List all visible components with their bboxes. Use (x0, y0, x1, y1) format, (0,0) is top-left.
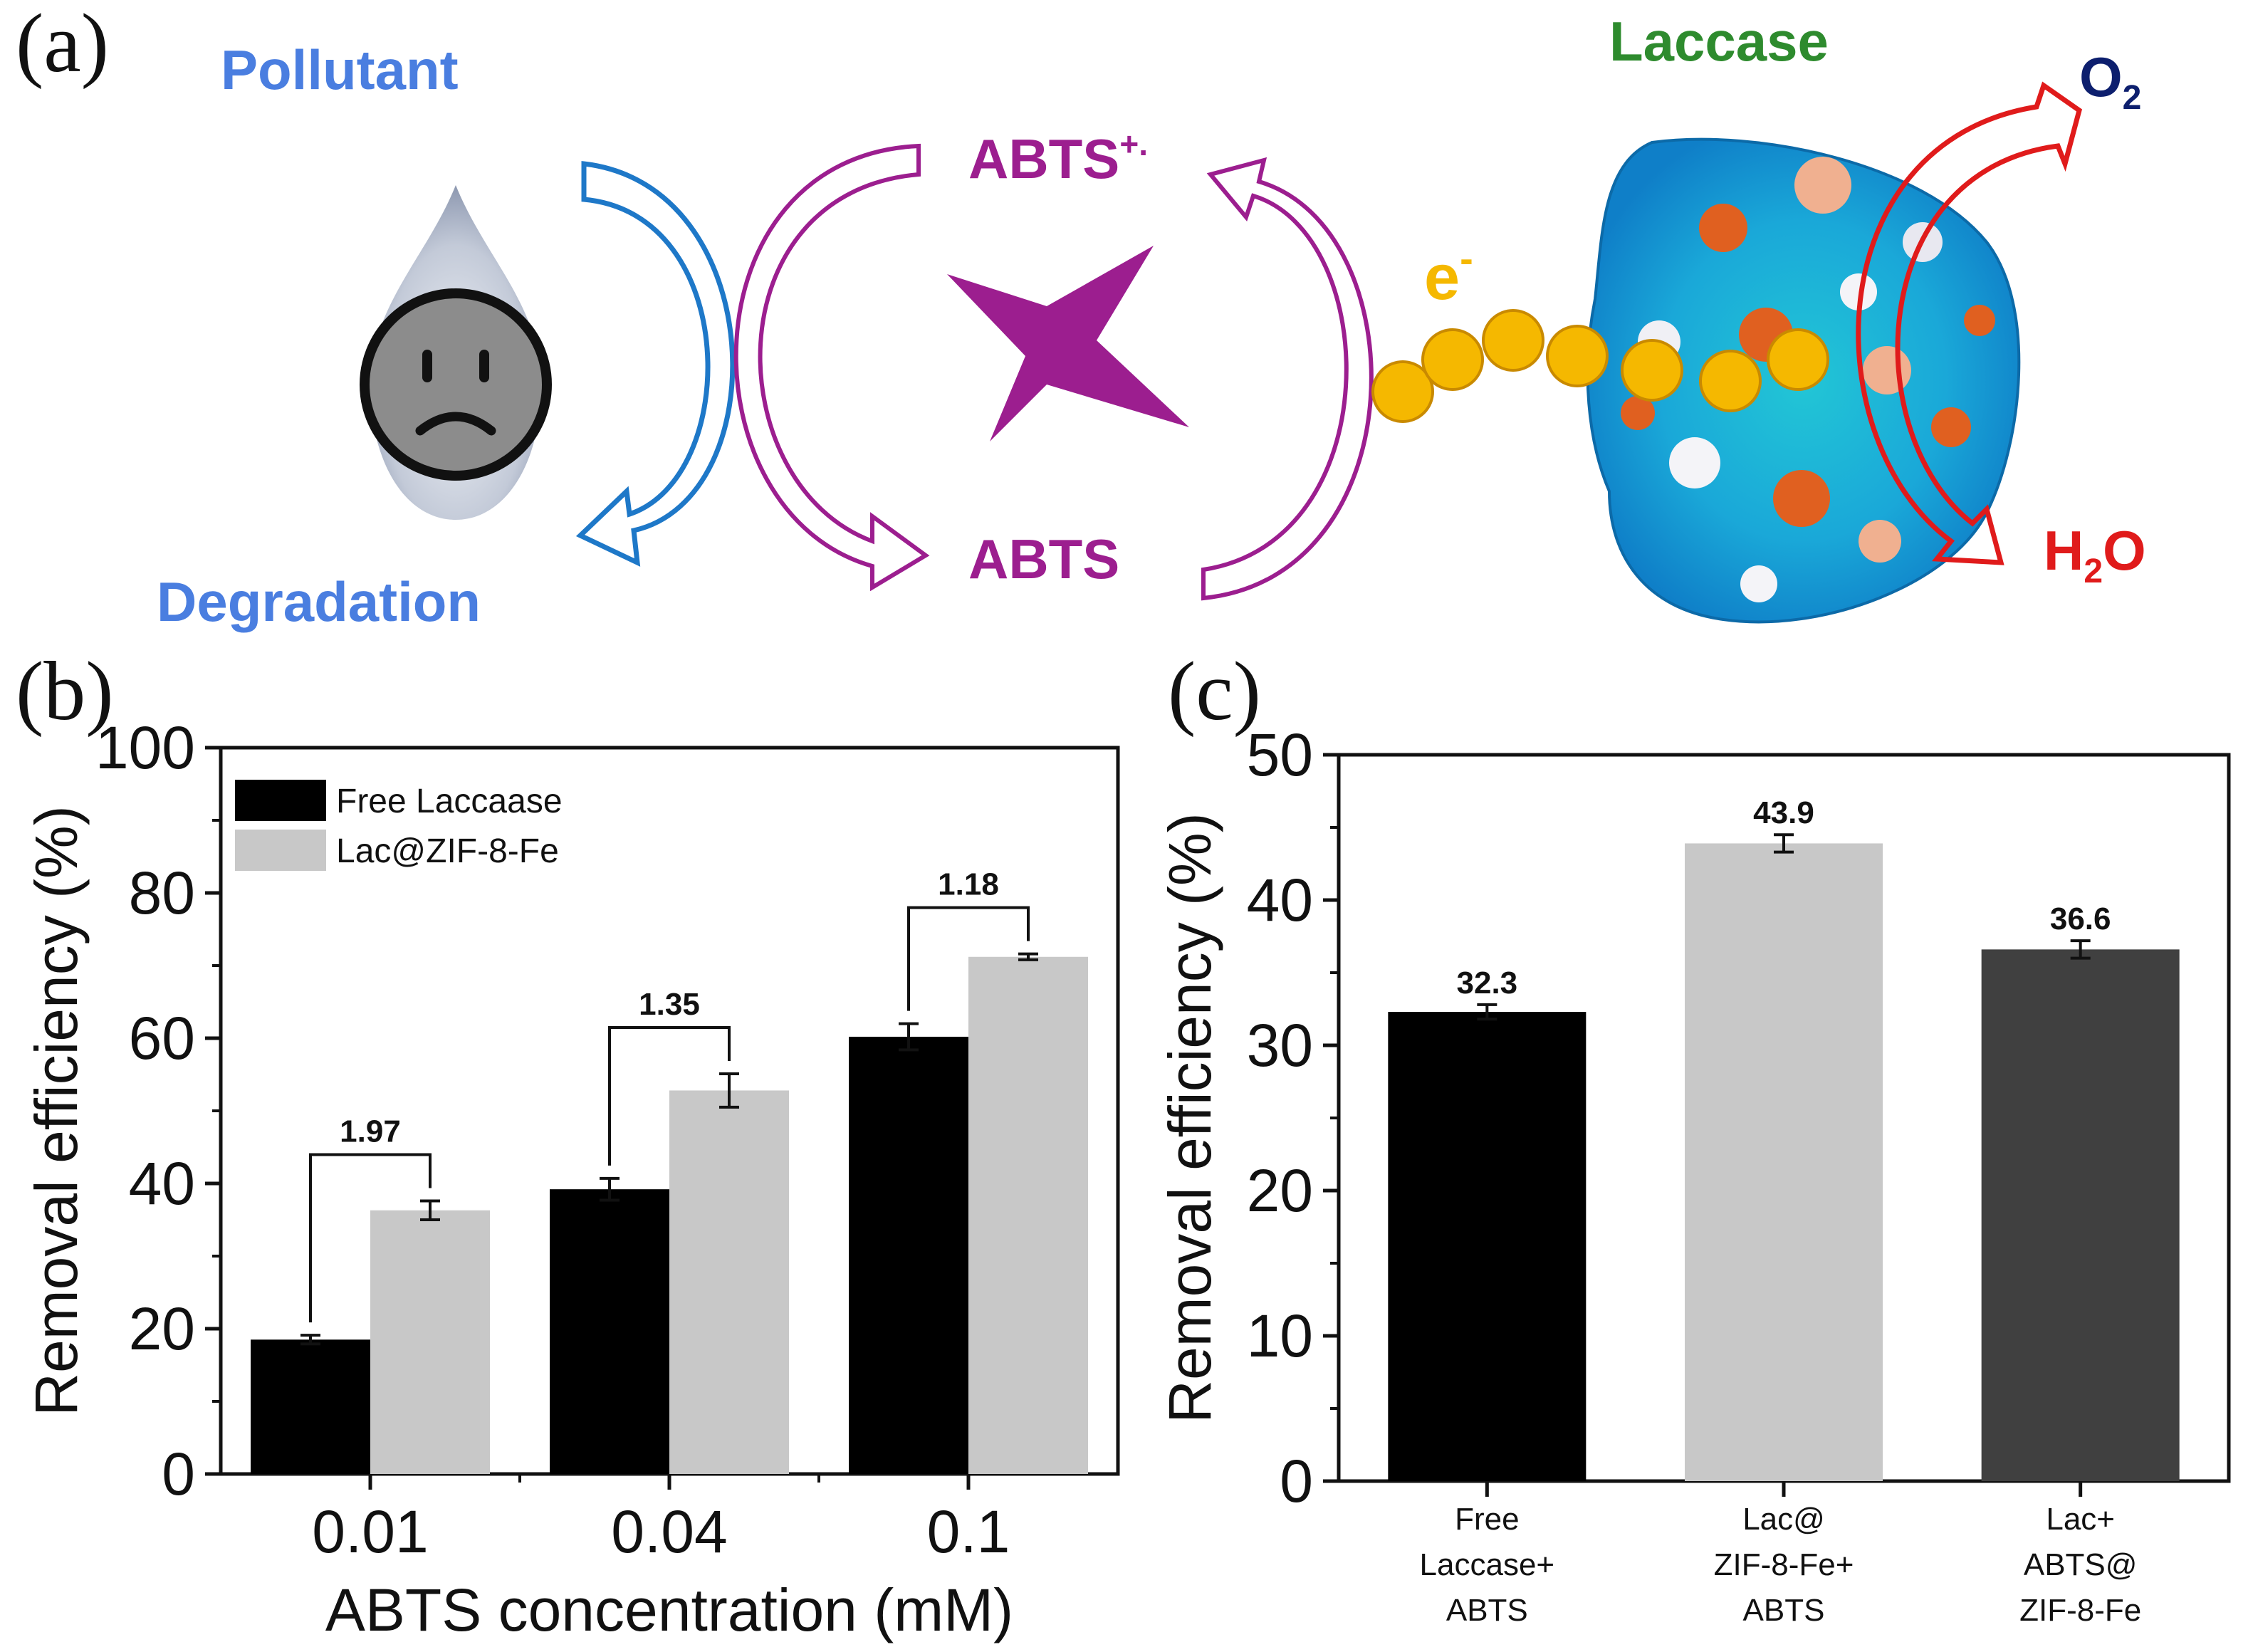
panel-label-a: (a) (16, 0, 109, 90)
bar-free-laccase (550, 1189, 669, 1474)
ratio-label: 1.18 (938, 867, 999, 902)
laccase-label: Laccase (1609, 10, 1829, 73)
y-tick-label: 20 (129, 1295, 195, 1362)
x-tick-label: 0.04 (611, 1498, 728, 1565)
panel-c: (c) 0 10 20 30 40 50 32.3 Free Laccase+ ABTS 43.9 L… (1156, 644, 2231, 1628)
star-icon (947, 246, 1189, 441)
comparison-bracket (309, 1153, 432, 1323)
h2o-label: H2O (2044, 519, 2146, 590)
y-tick-label: 10 (1247, 1302, 1313, 1369)
degradation-label: Degradation (157, 570, 481, 633)
y-tick-label: 30 (1247, 1012, 1313, 1079)
panel-a: (a) Pollutant Degradation ABTS+. ABTS e- (16, 0, 2146, 633)
x-tick-label: 0.01 (312, 1498, 429, 1565)
x-tick-label: Free (1455, 1502, 1519, 1537)
value-label: 36.6 (2050, 901, 2111, 936)
o2-reduction-arrow (1856, 81, 2083, 565)
y-axis-title: Removal efficiency (%) (23, 805, 90, 1416)
x-axis-title: ABTS concentration (mM) (325, 1577, 1013, 1643)
y-tick-label: 40 (129, 1150, 195, 1217)
x-tick-label: Laccase+ (1420, 1547, 1555, 1582)
x-tick-label: ZIF-8-Fe+ (1714, 1547, 1854, 1582)
bar-lac-zif (669, 1090, 789, 1474)
y-tick-label: 40 (1247, 867, 1313, 934)
legend-label: Lac@ZIF-8-Fe (336, 832, 559, 870)
pollutant-label: Pollutant (221, 38, 459, 101)
abts-label: ABTS (968, 528, 1119, 590)
x-tick-label: Lac+ (2046, 1502, 2115, 1537)
x-tick-label: 0.1 (927, 1498, 1010, 1565)
legend-swatch (235, 830, 326, 871)
y-tick-label: 100 (95, 714, 195, 781)
y-tick-label: 60 (129, 1005, 195, 1072)
legend-label: Free Laccaase (336, 783, 563, 820)
bar (1981, 949, 2180, 1481)
y-tick-label: 50 (1247, 721, 1313, 788)
x-tick-label: ABTS (1743, 1593, 1825, 1628)
legend-swatch (235, 780, 326, 821)
y-tick-label: 0 (1280, 1448, 1313, 1515)
bar-lac-zif (968, 956, 1088, 1474)
chart-b: 0 20 40 60 80 100 0.01 1.97 0.04 1.35 0.1 1.18 Free … (23, 714, 1120, 1643)
y-tick-label: 20 (1247, 1157, 1313, 1224)
x-tick-label: ZIF-8-Fe (2019, 1593, 2141, 1628)
y-tick-label: 80 (129, 859, 195, 926)
bar-lac-zif (370, 1210, 490, 1474)
value-label: 32.3 (1457, 966, 1518, 1000)
x-tick-label: ABTS (1446, 1593, 1528, 1628)
y-tick-label: 0 (162, 1441, 195, 1507)
sad-face-icon (360, 288, 552, 481)
electron-chain (1371, 309, 1829, 423)
abts-cycle-right-arrow (1201, 157, 1374, 601)
abts-cycle-left-arrow (733, 143, 930, 592)
bar (1685, 843, 1883, 1481)
comparison-bracket (608, 1025, 731, 1166)
panel-label-b: (b) (16, 644, 114, 738)
pollutant-drop-icon (360, 185, 552, 520)
x-tick-label: ABTS@ (2024, 1547, 2138, 1582)
comparison-bracket (907, 906, 1030, 1011)
electron-label: e- (1424, 236, 1473, 313)
bar (1388, 1012, 1586, 1481)
value-label: 43.9 (1753, 795, 1814, 830)
ratio-label: 1.97 (340, 1114, 401, 1149)
degradation-cycle-arrow (575, 161, 736, 567)
y-axis-title: Removal efficiency (%) (1156, 812, 1223, 1423)
bar-free-laccase (251, 1339, 370, 1474)
panel-label-c: (c) (1168, 644, 1261, 738)
ratio-label: 1.35 (639, 987, 700, 1022)
panel-b: (b) 0 20 40 60 80 100 0.01 1.97 0.04 1.35 0.1 1.18 F… (16, 644, 1120, 1643)
chart-c: 0 10 20 30 40 50 32.3 Free Laccase+ ABTS 43.9 Lac@ Z… (1156, 721, 2231, 1628)
o2-label: O2 (2079, 46, 2141, 117)
abts-radical-label: ABTS+. (968, 125, 1148, 190)
bar-free-laccase (849, 1036, 968, 1474)
x-tick-label: Lac@ (1742, 1502, 1825, 1537)
